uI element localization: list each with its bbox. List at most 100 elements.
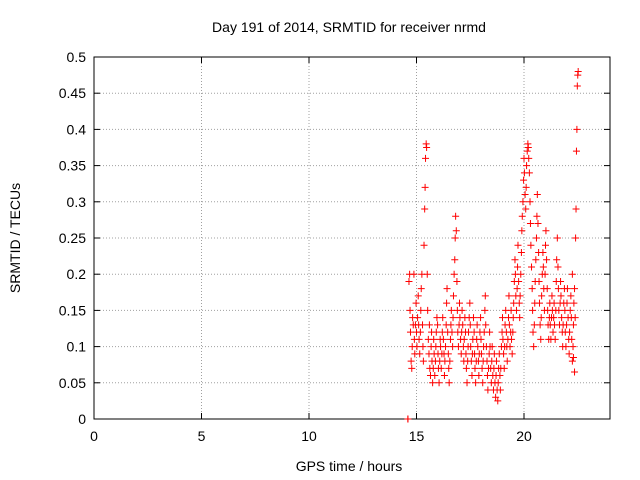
data-point xyxy=(440,372,448,380)
data-point xyxy=(512,306,520,314)
data-point xyxy=(563,321,571,329)
data-point xyxy=(570,299,578,307)
data-point xyxy=(499,314,506,322)
data-point xyxy=(538,292,546,300)
data-point xyxy=(477,314,485,322)
data-point xyxy=(568,357,576,365)
data-point xyxy=(416,350,424,358)
data-point xyxy=(500,350,508,358)
data-point xyxy=(458,306,466,314)
data-point xyxy=(450,270,458,278)
data-point xyxy=(514,241,522,249)
data-point xyxy=(574,67,582,75)
data-point xyxy=(481,292,489,300)
data-point xyxy=(525,154,533,162)
data-point xyxy=(563,299,571,307)
data-point xyxy=(525,169,533,177)
data-point xyxy=(408,364,416,372)
data-point xyxy=(407,357,415,365)
data-point xyxy=(423,144,431,151)
data-point xyxy=(423,270,431,278)
data-point xyxy=(536,321,544,329)
data-point xyxy=(449,314,457,322)
data-point xyxy=(509,328,517,336)
data-point xyxy=(542,241,549,249)
data-point xyxy=(555,306,563,314)
x-tick-label: 5 xyxy=(198,428,206,444)
data-point xyxy=(513,285,521,293)
data-point xyxy=(456,299,463,307)
data-point xyxy=(553,256,561,264)
data-point xyxy=(573,125,581,133)
data-point xyxy=(431,372,439,380)
data-point xyxy=(488,343,496,351)
data-point xyxy=(492,357,500,365)
data-point xyxy=(505,292,513,300)
data-point xyxy=(471,364,479,372)
data-point xyxy=(422,154,430,162)
data-point xyxy=(529,306,537,314)
data-point xyxy=(516,292,524,300)
data-point xyxy=(508,350,516,358)
data-point xyxy=(439,335,447,343)
data-point xyxy=(543,256,551,264)
data-point xyxy=(511,256,519,264)
data-point xyxy=(563,285,571,293)
y-tick-label: 0.3 xyxy=(67,194,87,210)
data-point xyxy=(518,212,526,220)
data-point xyxy=(466,321,474,329)
data-point xyxy=(494,379,502,387)
data-point xyxy=(459,321,467,329)
data-point xyxy=(566,306,574,314)
data-point xyxy=(506,343,514,351)
data-point xyxy=(466,299,474,307)
data-point xyxy=(524,144,532,151)
y-tick-label: 0.4 xyxy=(67,121,87,137)
data-point xyxy=(462,350,470,358)
y-tick-label: 0.05 xyxy=(59,375,86,391)
y-tick-label: 0.1 xyxy=(67,339,87,355)
data-point xyxy=(412,299,420,307)
data-point xyxy=(515,277,523,285)
data-point xyxy=(468,372,476,380)
data-point xyxy=(542,227,550,235)
data-point xyxy=(541,270,549,278)
data-point xyxy=(442,343,450,351)
data-point xyxy=(478,364,486,372)
data-point xyxy=(571,314,579,322)
data-point xyxy=(566,328,574,336)
data-point xyxy=(410,270,418,278)
data-point xyxy=(522,183,530,191)
data-point xyxy=(548,292,556,300)
data-point xyxy=(568,335,576,343)
data-point xyxy=(439,314,447,322)
data-point xyxy=(451,256,459,264)
data-point xyxy=(486,328,494,336)
data-point xyxy=(496,386,504,394)
y-axis-label: SRMTID / TECUs xyxy=(7,183,23,293)
data-point xyxy=(514,263,522,271)
data-point xyxy=(509,314,517,322)
data-point xyxy=(523,147,531,155)
data-point xyxy=(406,328,414,336)
data-point xyxy=(571,368,579,376)
data-point xyxy=(430,335,438,343)
data-point xyxy=(573,82,581,90)
x-tick-label: 10 xyxy=(301,428,317,444)
data-point xyxy=(537,314,545,322)
data-point xyxy=(572,234,580,242)
data-point xyxy=(565,350,573,358)
data-point xyxy=(529,328,537,336)
data-point xyxy=(414,314,422,322)
data-point xyxy=(522,205,530,213)
data-point xyxy=(550,299,558,307)
data-point xyxy=(475,372,483,380)
data-point xyxy=(453,277,461,285)
data-point xyxy=(517,248,525,256)
data-point xyxy=(534,220,542,228)
data-point xyxy=(429,379,437,387)
data-point xyxy=(447,306,455,314)
data-point xyxy=(443,285,451,293)
data-point xyxy=(569,343,577,351)
data-point xyxy=(539,248,547,256)
